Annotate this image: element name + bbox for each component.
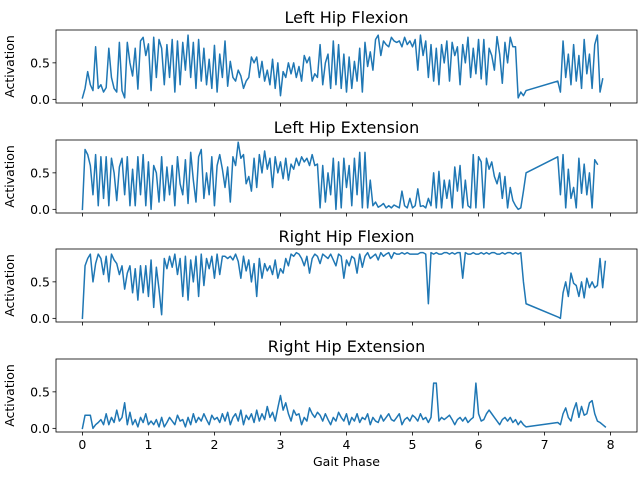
series-line [81,34,604,99]
subplot-title: Right Hip Flexion [279,227,415,246]
x-tick-label: 0 [78,437,86,452]
subplot-4: Right Hip Extension Activation 0.0 0.5 0 1 2 3 4… [2,337,638,469]
series-line [81,382,607,430]
axes-frame [55,139,638,214]
subplot-1: Left Hip Flexion Activation 0.0 0.5 [2,8,638,107]
x-tick-label: 2 [210,437,218,452]
subplot-2: Left Hip Extension Activation 0.0 0.5 [2,118,638,217]
axes-frame [55,29,638,104]
x-tick-label: 4 [343,437,351,452]
series-line [81,251,607,320]
y-tick-label: 0.0 [30,421,50,436]
y-tick-label: 0.0 [30,202,50,217]
x-tick-label: 7 [541,437,549,452]
subplot-title: Right Hip Extension [268,337,425,356]
y-tick-label: 0.5 [30,274,50,289]
subplot-title: Left Hip Extension [274,118,419,137]
y-axis-label: Activation [2,364,17,427]
y-axis-label: Activation [2,35,17,98]
axes-frame [55,358,638,433]
subplot-3: Right Hip Flexion Activation 0.0 0.5 [2,227,638,326]
x-tick-label: 1 [144,437,152,452]
y-axis-label: Activation [2,254,17,317]
y-tick-label: 0.5 [30,384,50,399]
series-line [81,141,599,211]
y-tick-label: 0.5 [30,165,50,180]
x-tick-label: 3 [277,437,285,452]
x-tick-label: 5 [409,437,417,452]
y-tick-label: 0.0 [30,311,50,326]
x-tick-label: 6 [475,437,483,452]
subplot-title: Left Hip Flexion [285,8,409,27]
y-axis-label: Activation [2,145,17,208]
y-tick-label: 0.5 [30,55,50,70]
x-tick-label: 8 [607,437,615,452]
axes-frame [55,248,638,323]
y-tick-label: 0.0 [30,92,50,107]
x-axis-label: Gait Phase [313,454,380,469]
